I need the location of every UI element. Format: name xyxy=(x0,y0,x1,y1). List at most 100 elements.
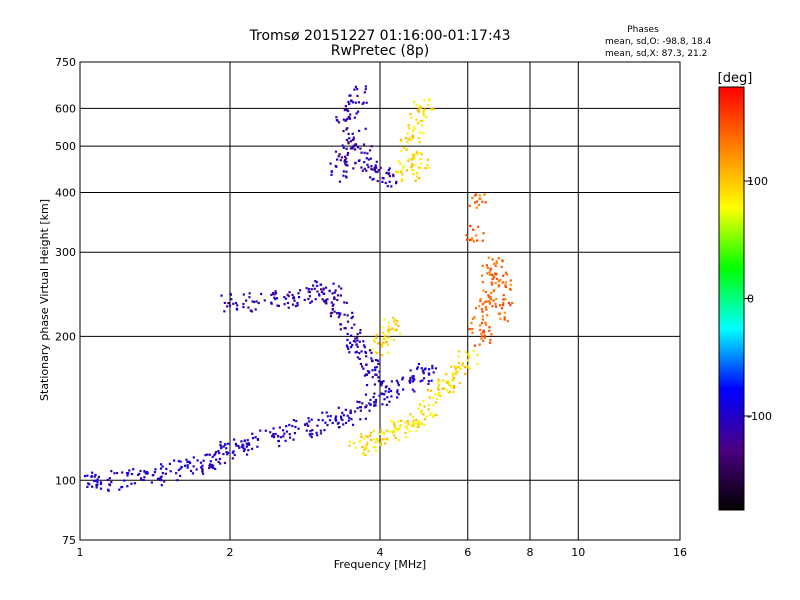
data-point xyxy=(313,287,316,290)
x-tick-label: 1 xyxy=(77,546,84,559)
data-point xyxy=(378,394,381,397)
data-point xyxy=(358,357,361,361)
data-point xyxy=(395,379,399,382)
data-point xyxy=(339,415,343,418)
data-point xyxy=(437,378,440,381)
data-point xyxy=(386,396,389,399)
data-point xyxy=(400,179,403,182)
data-point xyxy=(390,380,394,383)
data-point xyxy=(272,432,275,436)
data-point xyxy=(382,341,385,344)
data-point xyxy=(330,301,333,304)
data-point xyxy=(344,119,347,122)
data-point xyxy=(356,345,359,348)
data-point xyxy=(341,411,344,414)
data-point xyxy=(396,389,399,392)
data-point xyxy=(180,465,183,469)
data-point xyxy=(389,389,393,393)
data-point xyxy=(471,327,474,331)
data-point xyxy=(360,365,364,368)
data-point xyxy=(317,418,320,422)
data-point xyxy=(110,481,113,484)
data-point xyxy=(348,137,351,140)
data-point xyxy=(478,343,481,346)
data-point xyxy=(416,425,420,429)
data-point xyxy=(431,364,434,367)
data-point xyxy=(352,138,355,141)
data-point xyxy=(410,165,413,169)
data-point xyxy=(417,362,421,366)
data-point xyxy=(307,288,311,291)
data-point xyxy=(343,108,346,112)
data-point xyxy=(473,344,476,347)
data-point xyxy=(341,418,344,422)
data-point xyxy=(375,373,378,376)
data-point xyxy=(223,310,226,313)
data-point xyxy=(363,448,366,451)
data-point xyxy=(199,461,203,464)
data-point xyxy=(246,443,249,446)
data-point xyxy=(330,311,334,314)
data-point xyxy=(392,173,395,176)
data-point xyxy=(353,144,356,147)
data-point xyxy=(419,166,422,170)
data-point xyxy=(343,327,346,330)
data-point xyxy=(294,305,298,308)
data-point xyxy=(411,153,414,156)
data-point xyxy=(387,328,390,331)
data-point xyxy=(296,304,299,307)
data-point xyxy=(481,200,484,203)
data-point xyxy=(154,468,157,471)
data-point xyxy=(356,146,360,149)
data-point xyxy=(293,432,296,435)
data-point xyxy=(364,393,368,396)
data-point xyxy=(456,370,459,373)
x-axis-label: Frequency [MHz] xyxy=(334,558,426,571)
data-point xyxy=(356,400,359,403)
data-point xyxy=(380,343,383,346)
data-point xyxy=(452,373,455,376)
data-point xyxy=(350,346,353,349)
data-point xyxy=(342,414,345,417)
data-point xyxy=(143,476,146,479)
data-point xyxy=(435,401,438,404)
data-point xyxy=(430,379,433,382)
data-point xyxy=(407,127,411,130)
data-point xyxy=(316,424,319,427)
data-point xyxy=(362,367,365,370)
data-point xyxy=(337,311,340,315)
data-point xyxy=(160,475,163,478)
data-point xyxy=(395,170,398,173)
data-point xyxy=(322,287,325,290)
data-point xyxy=(340,156,344,159)
data-point xyxy=(413,390,416,393)
data-point xyxy=(488,273,492,276)
data-point xyxy=(423,418,426,421)
data-point xyxy=(396,381,400,384)
data-point xyxy=(408,430,412,433)
data-point xyxy=(423,99,426,102)
data-point xyxy=(126,485,129,488)
data-point xyxy=(483,334,486,337)
x-tick-label: 2 xyxy=(227,546,234,559)
data-point xyxy=(397,324,400,328)
data-point xyxy=(478,197,481,200)
data-point xyxy=(382,338,386,341)
data-point xyxy=(393,320,396,323)
data-point xyxy=(373,400,376,404)
data-point xyxy=(386,343,389,346)
data-point xyxy=(297,292,300,295)
data-point xyxy=(397,393,400,396)
data-point xyxy=(307,297,310,301)
data-point xyxy=(284,297,288,300)
data-point xyxy=(95,486,98,489)
data-point xyxy=(359,362,363,366)
data-point xyxy=(439,394,442,398)
data-point xyxy=(343,313,346,316)
data-point xyxy=(356,110,360,113)
data-point xyxy=(196,459,199,462)
colorbar-tick-label: -100 xyxy=(747,410,772,423)
data-point xyxy=(354,143,357,146)
data-point xyxy=(412,419,415,422)
data-point xyxy=(427,368,431,371)
